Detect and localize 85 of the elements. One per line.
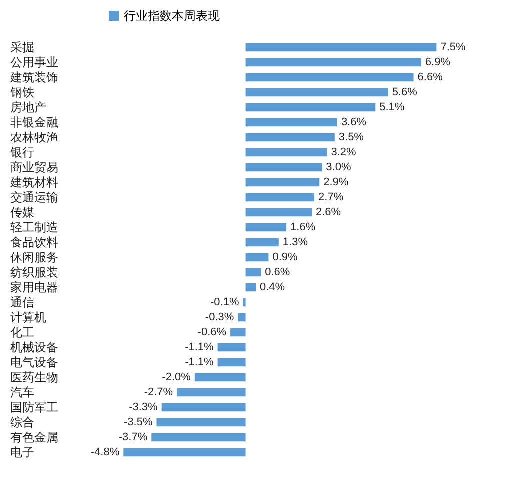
y-tick-label: 医药生物 <box>10 370 58 384</box>
bar <box>246 238 279 247</box>
y-tick-label: 农林牧渔 <box>10 130 58 144</box>
y-tick-label: 计算机 <box>10 310 46 324</box>
y-tick-label: 国防军工 <box>10 400 58 414</box>
y-tick-label: 综合 <box>10 416 34 430</box>
bar <box>246 193 315 202</box>
bar <box>230 328 246 337</box>
data-label: 5.6% <box>392 86 418 98</box>
data-label: 1.3% <box>282 236 308 248</box>
bar <box>246 283 256 292</box>
data-label: 0.6% <box>265 266 290 278</box>
bar <box>124 448 246 457</box>
y-tick-label: 采掘 <box>10 40 34 54</box>
data-label: -3.7% <box>118 432 148 444</box>
data-label: 7.5% <box>440 42 466 54</box>
bar <box>218 343 246 352</box>
y-tick-label: 建筑材料 <box>10 176 58 190</box>
bar <box>194 373 246 382</box>
bar <box>162 403 246 412</box>
data-label: 3.6% <box>341 116 367 128</box>
bar <box>238 313 246 322</box>
bar <box>177 388 246 397</box>
data-label: 0.4% <box>260 282 286 294</box>
data-label: -2.0% <box>162 372 192 384</box>
data-label: -2.7% <box>144 386 174 398</box>
data-label: 0.9% <box>272 252 298 264</box>
bar <box>152 433 246 442</box>
bar <box>246 163 322 172</box>
bar <box>246 253 269 262</box>
bar <box>246 223 287 232</box>
y-tick-label: 化工 <box>10 326 34 340</box>
data-label: -0.1% <box>210 296 240 308</box>
y-tick-label: 有色金属 <box>10 430 58 444</box>
y-tick-label: 钢铁 <box>10 86 34 100</box>
y-tick-label: 电气设备 <box>10 356 58 370</box>
y-tick-label: 休闲服务 <box>10 250 58 264</box>
y-tick-label: 食品饮料 <box>10 236 58 250</box>
data-label: 2.7% <box>318 192 344 204</box>
y-tick-label: 电子 <box>10 446 34 460</box>
y-tick-label: 交通运输 <box>10 190 58 204</box>
legend-label: 行业指数本周表现 <box>124 9 220 23</box>
y-tick-label: 银行 <box>10 146 34 160</box>
data-label: 3.5% <box>338 132 364 144</box>
y-tick-label: 家用电器 <box>10 280 58 294</box>
bar <box>246 208 312 217</box>
data-label: 2.9% <box>324 176 349 188</box>
y-tick-label: 机械设备 <box>10 340 58 354</box>
bar <box>218 358 246 367</box>
bar <box>243 298 246 307</box>
data-label: -1.1% <box>185 342 214 354</box>
data-label: -0.3% <box>205 312 234 324</box>
data-label: -1.1% <box>185 356 214 368</box>
data-label: 5.1% <box>380 102 405 114</box>
y-tick-label: 通信 <box>10 296 34 310</box>
data-label: -4.8% <box>90 446 120 458</box>
y-tick-label: 传媒 <box>10 206 34 220</box>
y-tick-label: 非银金融 <box>10 116 58 130</box>
y-tick-label: 建筑装饰 <box>10 70 58 84</box>
y-tick-label: 轻工制造 <box>10 220 58 234</box>
bar <box>246 133 335 142</box>
bar <box>246 268 262 277</box>
bar <box>156 418 246 427</box>
bar <box>246 73 414 82</box>
data-label: 1.6% <box>290 222 316 234</box>
bar <box>246 88 388 97</box>
bar <box>246 118 338 127</box>
y-tick-label: 公用事业 <box>10 56 58 70</box>
y-tick-label: 商业贸易 <box>10 160 58 174</box>
bar <box>246 178 320 187</box>
y-tick-label: 汽车 <box>10 386 34 400</box>
data-label: -0.6% <box>198 326 227 338</box>
data-label: 2.6% <box>316 206 342 218</box>
data-label: 6.6% <box>418 72 444 84</box>
data-label: 3.2% <box>331 146 357 158</box>
bar <box>246 148 328 157</box>
bar <box>246 103 376 112</box>
y-tick-label: 纺织服装 <box>10 266 58 280</box>
data-label: 3.0% <box>326 162 352 174</box>
data-label: 6.9% <box>425 56 451 68</box>
bar <box>246 43 437 52</box>
data-label: -3.5% <box>124 416 153 428</box>
bar <box>246 58 422 67</box>
data-label: -3.3% <box>129 402 158 414</box>
y-tick-label: 房地产 <box>10 100 46 114</box>
